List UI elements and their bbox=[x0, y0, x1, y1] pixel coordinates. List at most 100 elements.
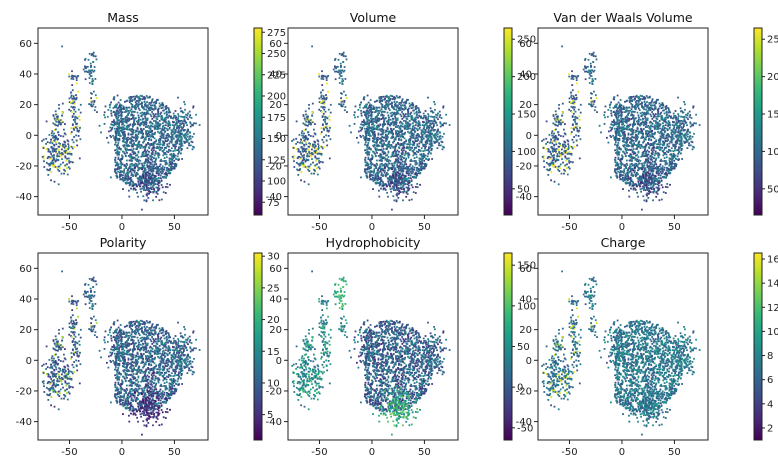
data-point bbox=[136, 164, 139, 166]
data-point bbox=[135, 95, 137, 98]
data-point bbox=[429, 133, 432, 135]
data-point bbox=[392, 151, 395, 153]
data-point bbox=[334, 65, 336, 68]
data-point bbox=[175, 116, 178, 119]
data-point bbox=[131, 157, 133, 159]
data-point bbox=[299, 163, 302, 165]
data-point bbox=[71, 115, 74, 118]
data-point bbox=[401, 163, 403, 166]
data-point bbox=[137, 151, 140, 154]
data-point bbox=[117, 170, 119, 173]
data-point bbox=[360, 112, 363, 115]
data-point bbox=[119, 160, 122, 163]
data-point bbox=[135, 154, 137, 157]
data-point bbox=[127, 126, 129, 128]
data-point bbox=[427, 131, 429, 134]
data-point bbox=[158, 165, 161, 168]
data-point bbox=[424, 162, 427, 165]
data-point bbox=[152, 184, 155, 187]
data-point bbox=[413, 175, 416, 178]
data-point bbox=[114, 156, 117, 159]
data-point bbox=[59, 135, 62, 137]
data-point bbox=[173, 131, 175, 133]
data-point bbox=[307, 134, 310, 136]
data-point bbox=[171, 162, 174, 165]
data-point bbox=[385, 102, 388, 105]
data-point bbox=[186, 124, 188, 127]
data-point bbox=[353, 111, 356, 114]
data-point bbox=[135, 139, 138, 142]
data-point bbox=[394, 148, 396, 151]
data-point bbox=[161, 106, 164, 109]
data-point bbox=[396, 164, 399, 166]
data-point bbox=[165, 153, 168, 156]
data-point bbox=[381, 103, 384, 106]
data-point bbox=[178, 158, 180, 160]
data-point bbox=[378, 96, 381, 99]
data-point bbox=[434, 122, 437, 124]
data-point bbox=[182, 111, 185, 114]
data-point bbox=[142, 132, 144, 135]
data-point bbox=[420, 168, 423, 170]
data-point bbox=[122, 140, 125, 143]
data-point bbox=[395, 118, 398, 121]
data-point bbox=[389, 98, 391, 101]
data-point bbox=[386, 96, 389, 98]
data-point bbox=[169, 150, 172, 152]
data-point bbox=[365, 115, 368, 118]
data-point bbox=[297, 169, 300, 172]
data-point bbox=[175, 143, 177, 145]
data-point bbox=[386, 172, 388, 174]
data-point bbox=[132, 188, 135, 191]
data-point bbox=[120, 107, 122, 110]
data-point bbox=[371, 118, 373, 121]
data-point bbox=[182, 125, 185, 127]
y-tick-label: -40 bbox=[16, 192, 32, 203]
data-point bbox=[315, 159, 318, 162]
data-point bbox=[368, 146, 371, 149]
data-point bbox=[321, 115, 324, 118]
data-point bbox=[165, 169, 168, 171]
data-point bbox=[52, 150, 54, 153]
data-point bbox=[366, 150, 369, 153]
data-point bbox=[366, 163, 369, 166]
data-point bbox=[430, 144, 433, 147]
data-point bbox=[146, 164, 149, 166]
data-point bbox=[437, 118, 439, 121]
data-point bbox=[422, 120, 424, 123]
data-point bbox=[369, 178, 372, 180]
data-point bbox=[158, 120, 161, 122]
data-point bbox=[172, 117, 175, 120]
data-point bbox=[421, 136, 423, 139]
data-point bbox=[378, 112, 380, 114]
data-point bbox=[299, 156, 302, 159]
data-point bbox=[371, 154, 373, 157]
data-point bbox=[420, 147, 423, 150]
data-point bbox=[144, 183, 147, 186]
data-point bbox=[134, 162, 137, 165]
data-point bbox=[382, 148, 385, 150]
data-point bbox=[365, 174, 368, 177]
data-point bbox=[403, 157, 405, 160]
data-point bbox=[127, 132, 130, 135]
data-point bbox=[365, 130, 368, 133]
data-point bbox=[41, 156, 44, 158]
data-point bbox=[412, 191, 415, 194]
data-point bbox=[144, 113, 146, 115]
data-point bbox=[382, 95, 385, 98]
data-point bbox=[124, 116, 127, 119]
colorbar-tick-label: 100 bbox=[517, 147, 536, 158]
data-point bbox=[55, 128, 57, 131]
data-point bbox=[183, 123, 185, 126]
data-point bbox=[71, 84, 74, 86]
data-point bbox=[416, 143, 419, 146]
data-point bbox=[403, 141, 406, 143]
data-point bbox=[377, 110, 380, 112]
data-point bbox=[305, 148, 308, 150]
data-point bbox=[304, 110, 307, 113]
data-point bbox=[58, 165, 61, 168]
data-point bbox=[344, 94, 347, 97]
data-point bbox=[153, 157, 155, 160]
data-point bbox=[171, 167, 174, 170]
data-point bbox=[384, 131, 387, 133]
